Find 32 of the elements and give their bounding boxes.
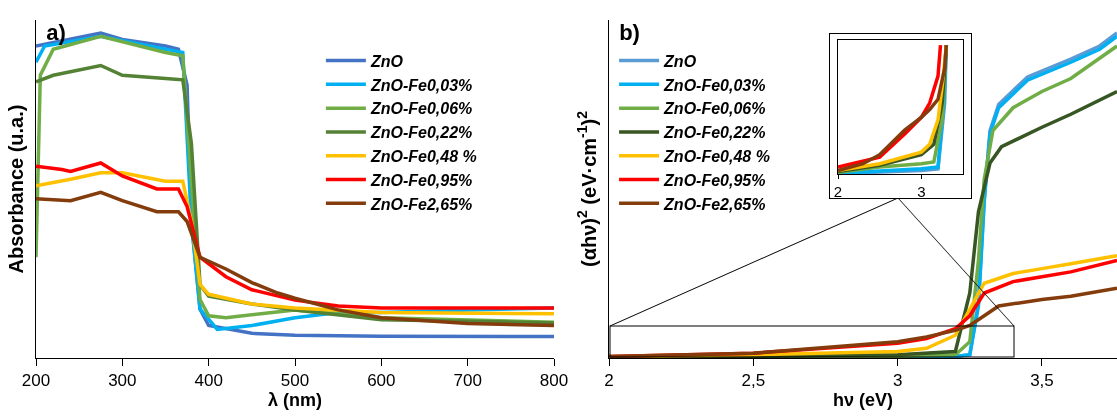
x-tick-label: 300 [108, 371, 137, 391]
y-axis-title: Absorbance (u.a.) [4, 104, 27, 274]
x-tick-label: 2,5 [741, 371, 766, 391]
x-tick-label: 400 [194, 371, 223, 391]
legend-label: ZnO [369, 52, 404, 70]
legend-label: ZnO-Fe2,65% [369, 195, 473, 213]
legend-label: ZnO-Fe0,22% [663, 124, 766, 142]
legend-label: ZnO-Fe0,95% [369, 171, 473, 189]
legend-label: ZnO-Fe0,03% [663, 76, 766, 94]
legend-label: ZnO-Fe0,48 % [369, 148, 477, 165]
chart-title: a) [46, 20, 66, 46]
legend-label: ZnO-Fe0,06% [369, 100, 473, 118]
legend-label: ZnO-Fe0,22% [369, 124, 473, 142]
legend-label: ZnO-Fe0,95% [663, 171, 766, 189]
legend-label: ZnO-Fe0,06% [663, 100, 766, 118]
chart-title: b) [619, 20, 640, 46]
x-tick-label: 600 [367, 371, 396, 391]
legend-label: ZnO-Fe2,65% [663, 195, 766, 213]
x-tick-label: 3 [917, 183, 926, 200]
legend-label: ZnO [663, 52, 697, 70]
x-axis-title: hν (eV) [832, 390, 894, 411]
x-tick-label: 2 [604, 371, 614, 391]
x-tick-label: 500 [280, 371, 310, 391]
x-tick-label: 200 [21, 371, 51, 391]
x-tick-label: 700 [453, 371, 482, 391]
x-tick-label: 3,5 [1030, 371, 1054, 391]
legend-label: ZnO-Fe0,48 % [663, 148, 770, 165]
x-tick-label: 800 [539, 371, 569, 391]
x-axis-title: λ (nm) [268, 390, 323, 411]
legend-label: ZnO-Fe0,03% [369, 76, 473, 94]
x-tick-label: 3 [892, 371, 903, 391]
x-tick-label: 2 [833, 183, 843, 200]
